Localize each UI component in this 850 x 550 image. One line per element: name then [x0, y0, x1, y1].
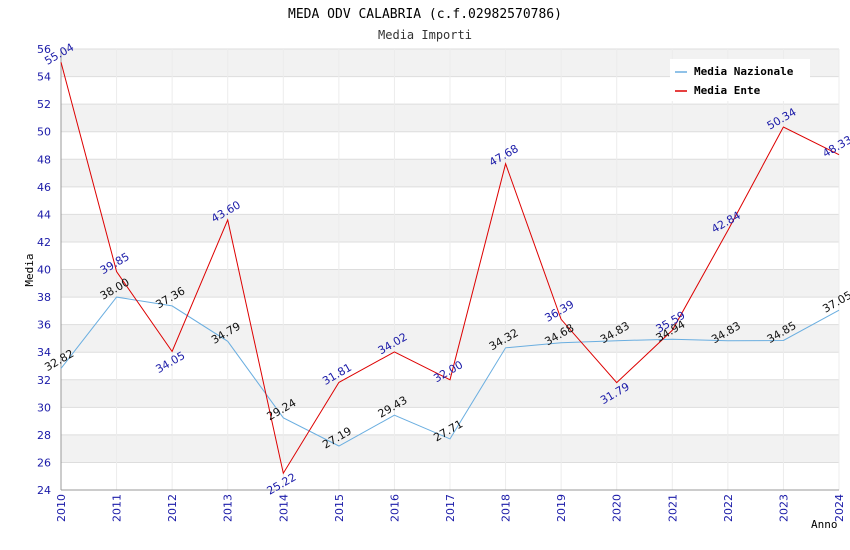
x-tick-labels: 2010 2011 2012 2013 2014 2015 2016 2017 2018 2019…	[55, 494, 846, 522]
x-tick-label: 2010	[55, 494, 68, 522]
x-tick-label: 2019	[555, 494, 568, 522]
x-tick-label: 2016	[388, 494, 401, 522]
y-tick-label: 54	[37, 71, 51, 84]
legend-box	[670, 59, 810, 101]
series-line-ente	[60, 62, 840, 475]
chart-subtitle: Media Importi	[378, 28, 472, 42]
x-tick-label: 2018	[500, 494, 513, 522]
x-tick-label: 2021	[666, 494, 679, 522]
data-label-ente: 34.05	[154, 349, 188, 376]
x-tick-label: 2011	[111, 494, 124, 522]
y-tick-label: 40	[37, 264, 51, 277]
x-tick-label: 2023	[777, 494, 790, 522]
y-axis-label: Media	[23, 253, 36, 286]
y-tick-labels: 24 26 28 30 32 34 36 38 40 42 44 46 48 50 52 54 56	[37, 43, 51, 497]
y-tick-label: 46	[37, 181, 51, 194]
x-tick-label: 2012	[166, 494, 179, 522]
legend-label-nazionale: Media Nazionale	[694, 65, 794, 78]
series-line-nazionale	[60, 296, 840, 447]
y-tick-label: 56	[37, 43, 51, 56]
data-label-ente: 36.39	[543, 298, 577, 325]
y-tick-label: 52	[37, 98, 51, 111]
y-tick-label: 38	[37, 291, 51, 304]
x-tick-label: 2013	[222, 494, 235, 522]
y-tick-label: 32	[37, 374, 51, 387]
y-tick-label: 36	[37, 319, 51, 332]
x-tick-label: 2022	[722, 494, 735, 522]
y-tick-label: 24	[37, 484, 51, 497]
y-tick-label: 30	[37, 401, 51, 414]
chart-title: MEDA ODV CALABRIA (c.f.02982570786)	[288, 7, 562, 22]
x-tick-label: 2020	[611, 494, 624, 522]
x-axis-label: Anno	[811, 518, 838, 531]
y-tick-label: 34	[37, 346, 51, 359]
x-tick-label: 2014	[277, 494, 290, 522]
axes	[60, 49, 839, 491]
y-tick-label: 26	[37, 456, 51, 469]
legend: Media Nazionale Media Ente	[670, 59, 810, 101]
x-tick-label: 2015	[333, 494, 346, 522]
series-lines	[60, 62, 840, 475]
legend-label-ente: Media Ente	[694, 84, 761, 97]
y-tick-label: 50	[37, 126, 51, 139]
data-label-ente: 48.33	[820, 133, 850, 160]
x-tick-label: 2024	[833, 494, 846, 522]
y-tick-label: 28	[37, 429, 51, 442]
x-tick-label: 2017	[444, 494, 457, 522]
data-label-ente: 25.22	[265, 471, 299, 498]
y-tick-label: 48	[37, 153, 51, 166]
y-tick-label: 42	[37, 236, 51, 249]
y-tick-label: 44	[37, 208, 51, 221]
